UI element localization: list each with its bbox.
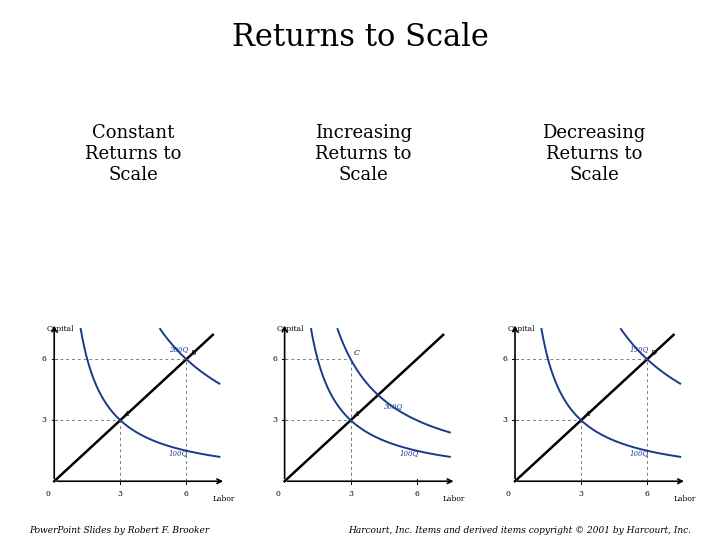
Text: C: C [354, 349, 360, 357]
Text: A: A [354, 410, 359, 418]
Text: 6: 6 [272, 355, 277, 363]
Text: Labor: Labor [673, 496, 696, 503]
Text: Decreasing
Returns to
Scale: Decreasing Returns to Scale [542, 124, 646, 184]
Text: 3: 3 [42, 416, 47, 424]
Text: 6: 6 [414, 490, 419, 498]
Text: 0: 0 [276, 490, 281, 498]
Text: Labor: Labor [212, 496, 235, 503]
Text: 100Q: 100Q [168, 449, 188, 457]
Text: 6: 6 [184, 490, 189, 498]
Text: 3: 3 [272, 416, 277, 424]
Text: 6: 6 [503, 355, 508, 363]
Text: Harcourt, Inc. Items and derived items copyright © 2001 by Harcourt, Inc.: Harcourt, Inc. Items and derived items c… [348, 525, 691, 535]
Text: Capital: Capital [277, 325, 305, 333]
Text: 3: 3 [503, 416, 508, 424]
Text: 3: 3 [579, 490, 584, 498]
Text: 3: 3 [348, 490, 354, 498]
Text: 0: 0 [45, 490, 50, 498]
Text: Labor: Labor [443, 496, 465, 503]
Text: 300Q: 300Q [384, 402, 403, 410]
Text: 6: 6 [42, 355, 47, 363]
Text: Constant
Returns to
Scale: Constant Returns to Scale [85, 124, 181, 184]
Text: Capital: Capital [47, 325, 74, 333]
Text: 0: 0 [506, 490, 511, 498]
Text: 100Q: 100Q [629, 449, 649, 457]
Text: A: A [585, 410, 590, 418]
Text: Returns to Scale: Returns to Scale [232, 22, 488, 52]
Text: A: A [124, 410, 129, 418]
Text: PowerPoint Slides by Robert F. Brooker: PowerPoint Slides by Robert F. Brooker [29, 525, 209, 535]
Text: Increasing
Returns to
Scale: Increasing Returns to Scale [315, 124, 412, 184]
Text: Capital: Capital [508, 325, 535, 333]
Text: 3: 3 [118, 490, 123, 498]
Text: 6: 6 [644, 490, 649, 498]
Text: D: D [650, 349, 657, 357]
Text: B: B [189, 349, 195, 357]
Text: 150Q: 150Q [629, 345, 649, 353]
Text: 100Q: 100Q [399, 449, 418, 457]
Text: 200Q: 200Q [168, 345, 188, 353]
